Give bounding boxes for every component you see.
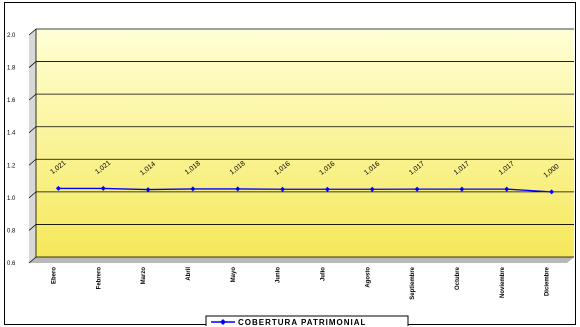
y-tick-label: 1.0 <box>7 196 16 202</box>
plot-area-depth-left <box>29 29 36 263</box>
x-tick-label: Octubre <box>455 266 461 290</box>
line-chart: 2.0 1.8 1.6 1.4 1.2 1.0 0.8 0.6 Ebero Febrero Mar… <box>7 28 574 326</box>
x-tick-label: Septiembre <box>410 266 416 299</box>
x-tick-label: Diciembre <box>545 266 551 296</box>
y-tick-label: 1.6 <box>7 98 16 104</box>
legend: COBERTURA PATRIMONIAL <box>205 315 409 326</box>
data-point <box>459 186 465 192</box>
data-point <box>549 189 555 195</box>
legend-box <box>205 315 409 326</box>
gridline-depth <box>28 28 37 36</box>
gridline-depth <box>28 159 37 166</box>
series-line <box>58 187 552 193</box>
gridline-depth <box>28 224 37 231</box>
gridline-depth <box>28 61 37 68</box>
legend-label: COBERTURA PATRIMONIAL <box>238 318 366 326</box>
y-tick-label: 0.8 <box>7 228 16 234</box>
plot-area-depth-bottom <box>29 257 574 263</box>
y-tick-label: 2.0 <box>7 33 16 39</box>
x-tick-label: Noviembre <box>500 266 506 298</box>
data-point <box>369 186 375 192</box>
x-tick-label: Febrero <box>96 267 102 290</box>
data-point <box>414 186 420 192</box>
y-tick-label: 1.4 <box>7 131 16 137</box>
data-point <box>235 186 241 192</box>
gridline-depth <box>28 93 37 101</box>
data-point <box>55 185 61 191</box>
data-point <box>324 186 330 192</box>
gridline-depth <box>28 126 37 133</box>
x-tick-label: Mayo <box>231 267 237 283</box>
y-tick-label: 0.6 <box>7 261 16 267</box>
x-tick-label: Agosto <box>365 267 371 288</box>
plot-area <box>36 29 574 257</box>
gridline-depth <box>28 191 37 199</box>
data-point <box>280 186 286 192</box>
x-tick-label: Junio <box>276 267 282 283</box>
y-tick-label: 1.2 <box>7 163 16 169</box>
x-tick-label: Julio <box>320 267 326 281</box>
x-tick-label: Abril <box>186 267 192 281</box>
data-point <box>100 185 106 191</box>
data-point <box>145 187 151 193</box>
legend-marker <box>220 319 226 325</box>
x-tick-label: Ebero <box>51 267 57 284</box>
data-point <box>190 186 196 192</box>
chart-frame: 2.0 1.8 1.6 1.4 1.2 1.0 0.8 0.6 Ebero Febrero Mar… <box>4 2 576 326</box>
x-tick-label: Marzo <box>141 267 147 285</box>
y-tick-label: 1.8 <box>7 66 16 72</box>
gridline-depth <box>28 256 37 264</box>
data-point <box>504 186 510 192</box>
